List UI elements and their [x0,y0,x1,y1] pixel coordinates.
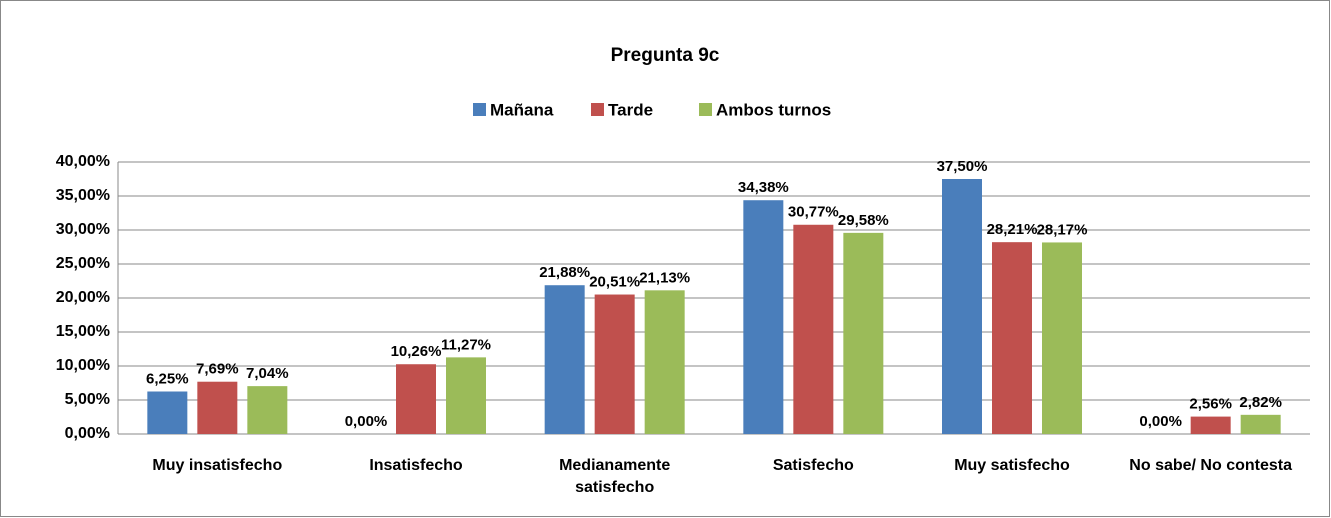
chart-title: Pregunta 9c [611,45,720,66]
y-tick-label: 20,00% [56,289,110,306]
legend-label: Tarde [608,100,653,119]
value-label: 28,21% [987,221,1038,238]
bar [1240,414,1281,434]
x-tick-label: Muy insatisfecho [152,457,283,474]
bar [147,391,188,434]
bar [594,294,635,434]
y-tick-label: 35,00% [56,187,110,204]
value-label: 20,51% [589,274,640,291]
y-tick-label: 30,00% [56,221,110,238]
x-tick-label: Insatisfecho [369,457,463,474]
legend-swatch [473,103,486,116]
value-label: 34,38% [738,179,789,196]
y-tick-label: 40,00% [56,153,110,170]
bar [396,364,436,434]
y-tick-label: 0,00% [65,425,110,442]
legend-swatch [591,103,604,116]
bar [544,285,585,434]
y-tick-label: 25,00% [56,255,110,272]
value-label: 37,50% [937,158,988,175]
value-label: 28,17% [1037,221,1088,238]
bar [446,357,486,434]
bar [247,386,288,434]
bar [1042,242,1082,434]
legend-swatch [699,103,712,116]
y-tick-label: 15,00% [56,323,110,340]
value-label: 7,69% [196,361,239,378]
value-label: 0,00% [1139,413,1182,430]
bar [197,381,238,434]
y-tick-label: 10,00% [56,357,110,374]
bar [1190,416,1231,434]
value-label: 2,82% [1239,394,1282,411]
value-label: 6,25% [146,370,189,387]
x-tick-label: Muy satisfecho [954,457,1070,474]
value-label: 10,26% [391,343,442,360]
legend-label: Ambos turnos [716,100,831,119]
value-label: 7,04% [246,365,289,382]
value-label: 0,00% [345,413,388,430]
value-label: 2,56% [1189,396,1232,413]
bar [942,179,982,434]
x-tick-label: No sabe/ No contesta [1129,457,1292,474]
value-label: 30,77% [788,204,839,221]
bar [743,200,784,434]
x-tick-label: Medianamente satisfecho [559,457,671,496]
value-label: 21,13% [639,269,690,286]
bar [644,290,685,434]
bar [793,224,834,434]
value-label: 29,58% [838,212,889,229]
bar [843,232,884,434]
legend-label: Mañana [490,100,554,119]
bar [992,242,1032,434]
y-tick-label: 5,00% [65,391,110,408]
value-label: 21,88% [539,264,590,281]
value-label: 11,27% [441,336,491,353]
x-tick-label: Satisfecho [772,457,854,474]
